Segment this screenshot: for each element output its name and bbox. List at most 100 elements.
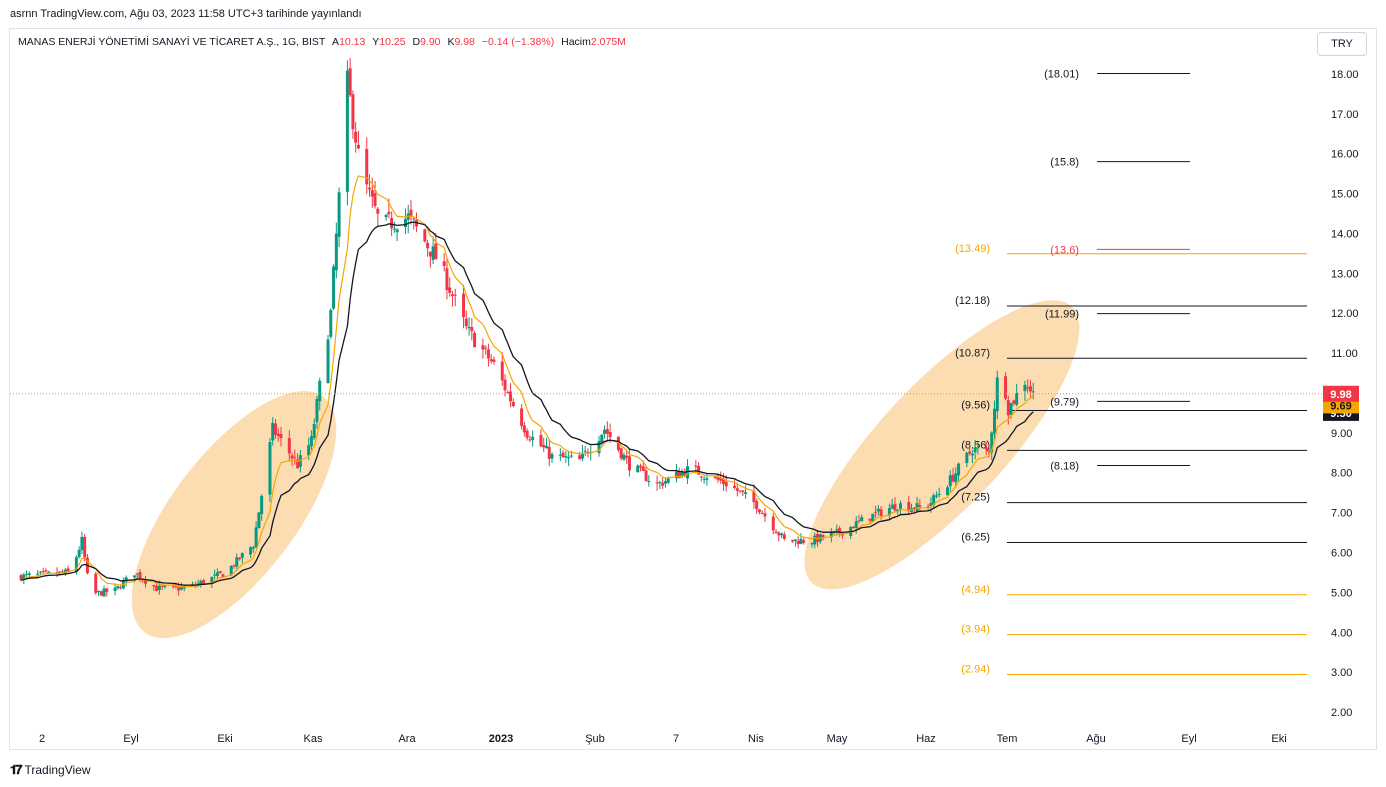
level-label-left-7: (4.94) (961, 584, 990, 596)
candle-body (395, 229, 399, 233)
candle-body (702, 478, 706, 480)
level-label-right-5: (8.18) (1050, 461, 1079, 473)
candle-body (1028, 386, 1032, 392)
candle-body (951, 474, 955, 482)
candle-body (954, 473, 958, 483)
candle-body (124, 577, 128, 582)
candle-body (337, 192, 341, 237)
candle-body (315, 398, 319, 423)
candle-body (77, 549, 81, 558)
candle-body (467, 326, 471, 329)
candle-body (66, 568, 70, 572)
price-axis: 2.003.004.005.006.007.008.009.0010.0011.… (1331, 69, 1359, 719)
candle-body (780, 533, 784, 536)
candle-body (896, 509, 900, 512)
candle-body (661, 482, 665, 486)
open-value: 10.13 (339, 36, 366, 48)
candle-body (597, 441, 601, 454)
candle-body (177, 587, 181, 591)
x-tick-14: Eki (1271, 733, 1286, 745)
candle-body (144, 579, 148, 584)
candle-body (755, 501, 759, 510)
candle-body (531, 436, 535, 440)
candle-body (697, 465, 701, 475)
candle-body (912, 507, 916, 510)
x-tick-0: 2 (39, 733, 45, 745)
candle-body (36, 573, 40, 575)
candle-body (622, 454, 626, 460)
y-tick-3: 5.00 (1331, 587, 1352, 599)
candle-body (934, 495, 938, 497)
candle-body (442, 261, 446, 266)
candle-body (639, 465, 643, 468)
ema-fast-badge: 9.69 (1330, 400, 1351, 412)
candle-body (334, 233, 338, 271)
candle-body (976, 447, 980, 449)
y-tick-11: 13.00 (1331, 268, 1359, 280)
candle-body (799, 538, 803, 544)
candle-body (249, 547, 253, 555)
candle-body (542, 445, 546, 448)
candle-body (215, 572, 219, 577)
candle-body (636, 465, 640, 473)
candle-body (683, 471, 687, 477)
candle-body (965, 452, 969, 464)
candle-body (312, 423, 316, 438)
candle-body (229, 566, 233, 576)
candle-body (641, 466, 645, 472)
high-label: Y (372, 36, 380, 48)
candle-body (699, 476, 703, 478)
candle-body (356, 144, 360, 149)
candle-body (199, 580, 203, 585)
candle-body (351, 94, 355, 130)
candle-body (876, 508, 880, 512)
candle-body (558, 454, 562, 456)
x-tick-4: Ara (398, 733, 416, 745)
level-label-left-6: (6.25) (961, 532, 990, 544)
x-tick-13: Eyl (1181, 733, 1196, 745)
candle-body (1015, 392, 1019, 405)
brand-name: TradingView (24, 763, 91, 777)
candle-body (279, 434, 283, 439)
y-tick-16: 18.00 (1331, 69, 1359, 81)
x-tick-2: Eki (217, 733, 232, 745)
candle-body (47, 571, 51, 573)
candle-body (384, 214, 388, 218)
candle-body (506, 392, 510, 394)
candle-body (202, 580, 206, 584)
fib-levels: (13.49)(12.18)(10.87)(9.56)(8.56)(7.25)(… (955, 68, 1307, 676)
candle-body (600, 434, 604, 443)
ema-slow-line (20, 221, 1034, 586)
candle-body (686, 466, 690, 479)
candle-body (113, 587, 117, 591)
candle-body (307, 445, 311, 456)
low-label: D (412, 36, 421, 48)
y-tick-15: 17.00 (1331, 109, 1359, 121)
y-tick-6: 8.00 (1331, 468, 1352, 480)
moving-averages (20, 175, 1034, 588)
candle-body (345, 70, 349, 192)
candle-body (489, 359, 493, 362)
candle-body (757, 509, 761, 513)
candle-body (240, 553, 244, 558)
brand[interactable]: 𝟏𝟕 TradingView (10, 762, 91, 778)
last-price-marker: 9.509.699.98 (10, 385, 1359, 421)
candle-body (915, 503, 919, 512)
level-label-right-3: (11.99) (1045, 309, 1079, 321)
currency-button[interactable]: TRY (1317, 32, 1367, 56)
candle-body (771, 516, 775, 531)
candle-body (431, 246, 435, 260)
candle-body (368, 187, 372, 190)
candle-body (171, 585, 175, 587)
candle-body (608, 432, 612, 438)
level-label-right-0: (18.01) (1044, 68, 1079, 80)
candle-body (462, 293, 466, 318)
candle-body (984, 447, 988, 450)
candle-body (492, 359, 496, 363)
candle-body (680, 472, 684, 477)
candle-body (782, 534, 786, 539)
candle-body (857, 520, 861, 522)
candle-body (619, 448, 623, 459)
time-axis: 2 Eyl Eki Kas Ara 2023 Şub 7 Nis May Haz Tem Ağu Eyl E… (39, 733, 1287, 745)
